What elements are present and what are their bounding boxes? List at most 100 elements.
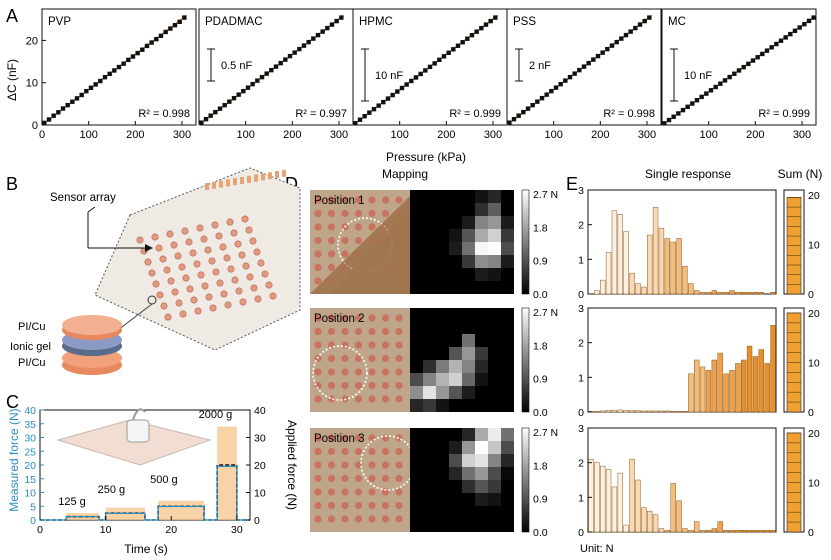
response-bar xyxy=(635,410,641,413)
heatmap-cell xyxy=(462,334,475,347)
response-bar xyxy=(752,356,759,413)
data-point xyxy=(769,45,774,50)
data-point xyxy=(797,25,802,30)
heatmap-cell xyxy=(488,493,501,506)
photo-electrode xyxy=(341,434,349,442)
data-point xyxy=(130,54,136,59)
panel-e-title: Single response xyxy=(645,167,731,181)
data-point xyxy=(586,60,591,66)
response-bar xyxy=(617,409,623,413)
subplot-title: PSS xyxy=(513,16,536,28)
data-point xyxy=(399,85,405,91)
data-point xyxy=(764,48,770,53)
x-tick-label: 300 xyxy=(330,129,348,141)
r-squared-label: R² = 0.998 xyxy=(138,108,190,120)
y-tick-label-right: 20 xyxy=(254,460,266,472)
photo-electrode xyxy=(381,354,390,363)
heatmap-cell xyxy=(462,203,475,216)
data-point xyxy=(88,85,94,90)
data-point xyxy=(511,116,517,122)
y-tick-label-left: 0 xyxy=(30,515,36,527)
response-bar xyxy=(588,458,594,533)
data-point xyxy=(539,95,545,101)
data-point xyxy=(581,64,587,69)
response-bar xyxy=(641,507,647,533)
heatmap-cell xyxy=(449,467,462,480)
sensor-electrode xyxy=(212,268,220,276)
sensor-electrode xyxy=(208,257,216,265)
photo-electrode xyxy=(314,395,322,403)
heatmap-cell xyxy=(462,255,475,268)
heatmap-cell xyxy=(501,321,514,334)
data-point xyxy=(418,71,423,77)
response-bar xyxy=(705,370,712,413)
data-point xyxy=(144,43,150,49)
y-tick-label: 3 xyxy=(578,423,584,435)
colorbar-tick-label: 0.0 xyxy=(533,289,548,301)
sensor-electrode xyxy=(170,241,178,249)
sensor-electrode xyxy=(241,215,249,223)
heatmap-cell xyxy=(449,480,462,493)
data-point xyxy=(451,47,456,52)
sensor-connector-pad xyxy=(261,173,265,181)
photo-electrode xyxy=(368,395,376,403)
response-bar xyxy=(682,266,688,295)
heatmap-cell xyxy=(475,308,488,321)
data-point xyxy=(357,117,363,122)
heatmap-cell xyxy=(501,229,514,242)
press-location-circle xyxy=(312,345,368,401)
data-point xyxy=(469,33,475,38)
x-tick-label: 300 xyxy=(638,129,656,141)
photo-electrode xyxy=(327,354,336,363)
data-point xyxy=(676,111,681,116)
data-point xyxy=(605,46,610,52)
data-point xyxy=(79,92,84,98)
sensor-electrode xyxy=(171,288,179,296)
photo-electrode xyxy=(354,327,363,336)
position-label: Position 3 xyxy=(314,433,365,445)
response-bar xyxy=(764,363,770,413)
photo-electrode xyxy=(314,461,322,469)
photo-electrode xyxy=(314,327,322,336)
response-bar xyxy=(641,286,647,295)
sensor-connector-pad xyxy=(247,175,251,183)
sensor-callout-arrow xyxy=(145,244,153,252)
response-bar xyxy=(647,234,653,295)
data-point xyxy=(535,99,540,104)
data-point xyxy=(736,68,742,73)
data-point xyxy=(255,78,260,83)
heatmap-cell xyxy=(462,281,475,294)
response-bar xyxy=(594,290,600,295)
layer-label-3: PI/Cu xyxy=(18,357,46,369)
heatmap-cell xyxy=(449,281,462,294)
sensor-electrode xyxy=(152,280,160,288)
heatmap-cell xyxy=(501,203,514,216)
sensor-electrode xyxy=(235,287,243,295)
sensor-connector-pad xyxy=(240,177,244,184)
photo-electrode xyxy=(327,501,336,510)
response-bar xyxy=(658,227,665,295)
heatmap-cell xyxy=(488,255,501,268)
layer-detail-line xyxy=(117,303,153,331)
response-bar xyxy=(600,279,606,295)
y-tick-label-right: 0 xyxy=(254,515,260,527)
y-tick-label-right: 30 xyxy=(254,433,266,445)
photo-electrode xyxy=(395,341,403,349)
response-bar xyxy=(682,411,688,413)
data-point xyxy=(544,92,549,97)
response-bar xyxy=(617,214,623,295)
heatmap-cell xyxy=(475,399,488,412)
heatmap-cell xyxy=(410,441,423,454)
response-bar xyxy=(705,292,712,295)
heatmap-cell xyxy=(436,506,449,519)
heatmap-cell xyxy=(436,399,449,412)
sensor-electrode xyxy=(182,274,190,282)
heatmap-cell xyxy=(410,281,423,294)
data-point xyxy=(567,74,573,80)
measured-force-band xyxy=(217,426,237,520)
heatmap-cell xyxy=(423,190,436,203)
heatmap-cell xyxy=(436,454,449,467)
heatmap-cell xyxy=(423,467,436,480)
heatmap-cell xyxy=(410,229,423,242)
response-bar xyxy=(623,410,629,413)
